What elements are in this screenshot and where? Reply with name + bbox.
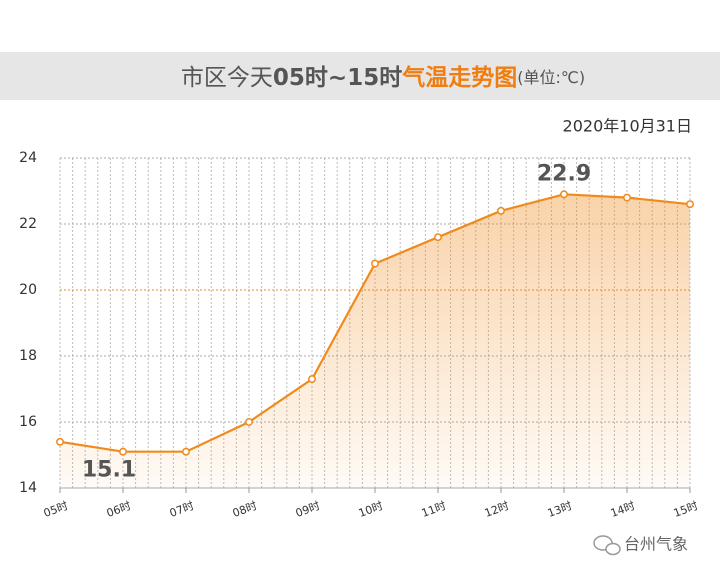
point <box>623 193 631 202</box>
point <box>686 200 694 209</box>
title-part: 气温走势图 <box>401 64 517 91</box>
data-label: 22.9 <box>537 161 591 186</box>
point <box>119 447 127 456</box>
data-label: 15.1 <box>82 458 136 483</box>
title-band <box>0 52 720 100</box>
watermark: 台州气象 <box>593 535 688 556</box>
y-tick-label: 14 <box>19 480 37 496</box>
chart-title: 市区今天05时~15时气温走势图(单位:℃) <box>181 64 585 91</box>
point <box>245 418 253 426</box>
title-part: 05时~15时 <box>273 65 402 91</box>
point <box>497 206 505 215</box>
title-part: 市区今天 <box>181 65 273 91</box>
y-tick-label: 20 <box>19 282 37 298</box>
wechat-icon <box>605 542 621 556</box>
y-tick-label: 18 <box>19 348 37 364</box>
point <box>182 447 190 456</box>
area <box>60 194 690 489</box>
point <box>308 375 316 384</box>
source: 台州气象 <box>624 535 688 554</box>
y-tick-label: 24 <box>19 150 37 166</box>
point <box>560 190 568 199</box>
point <box>434 233 442 242</box>
title-unit: (单位:℃) <box>517 68 585 87</box>
point <box>56 437 64 446</box>
date: 2020年10月31日 <box>563 117 692 136</box>
point <box>371 259 379 268</box>
y-tick-label: 22 <box>19 216 37 232</box>
y-tick-label: 16 <box>19 414 37 430</box>
